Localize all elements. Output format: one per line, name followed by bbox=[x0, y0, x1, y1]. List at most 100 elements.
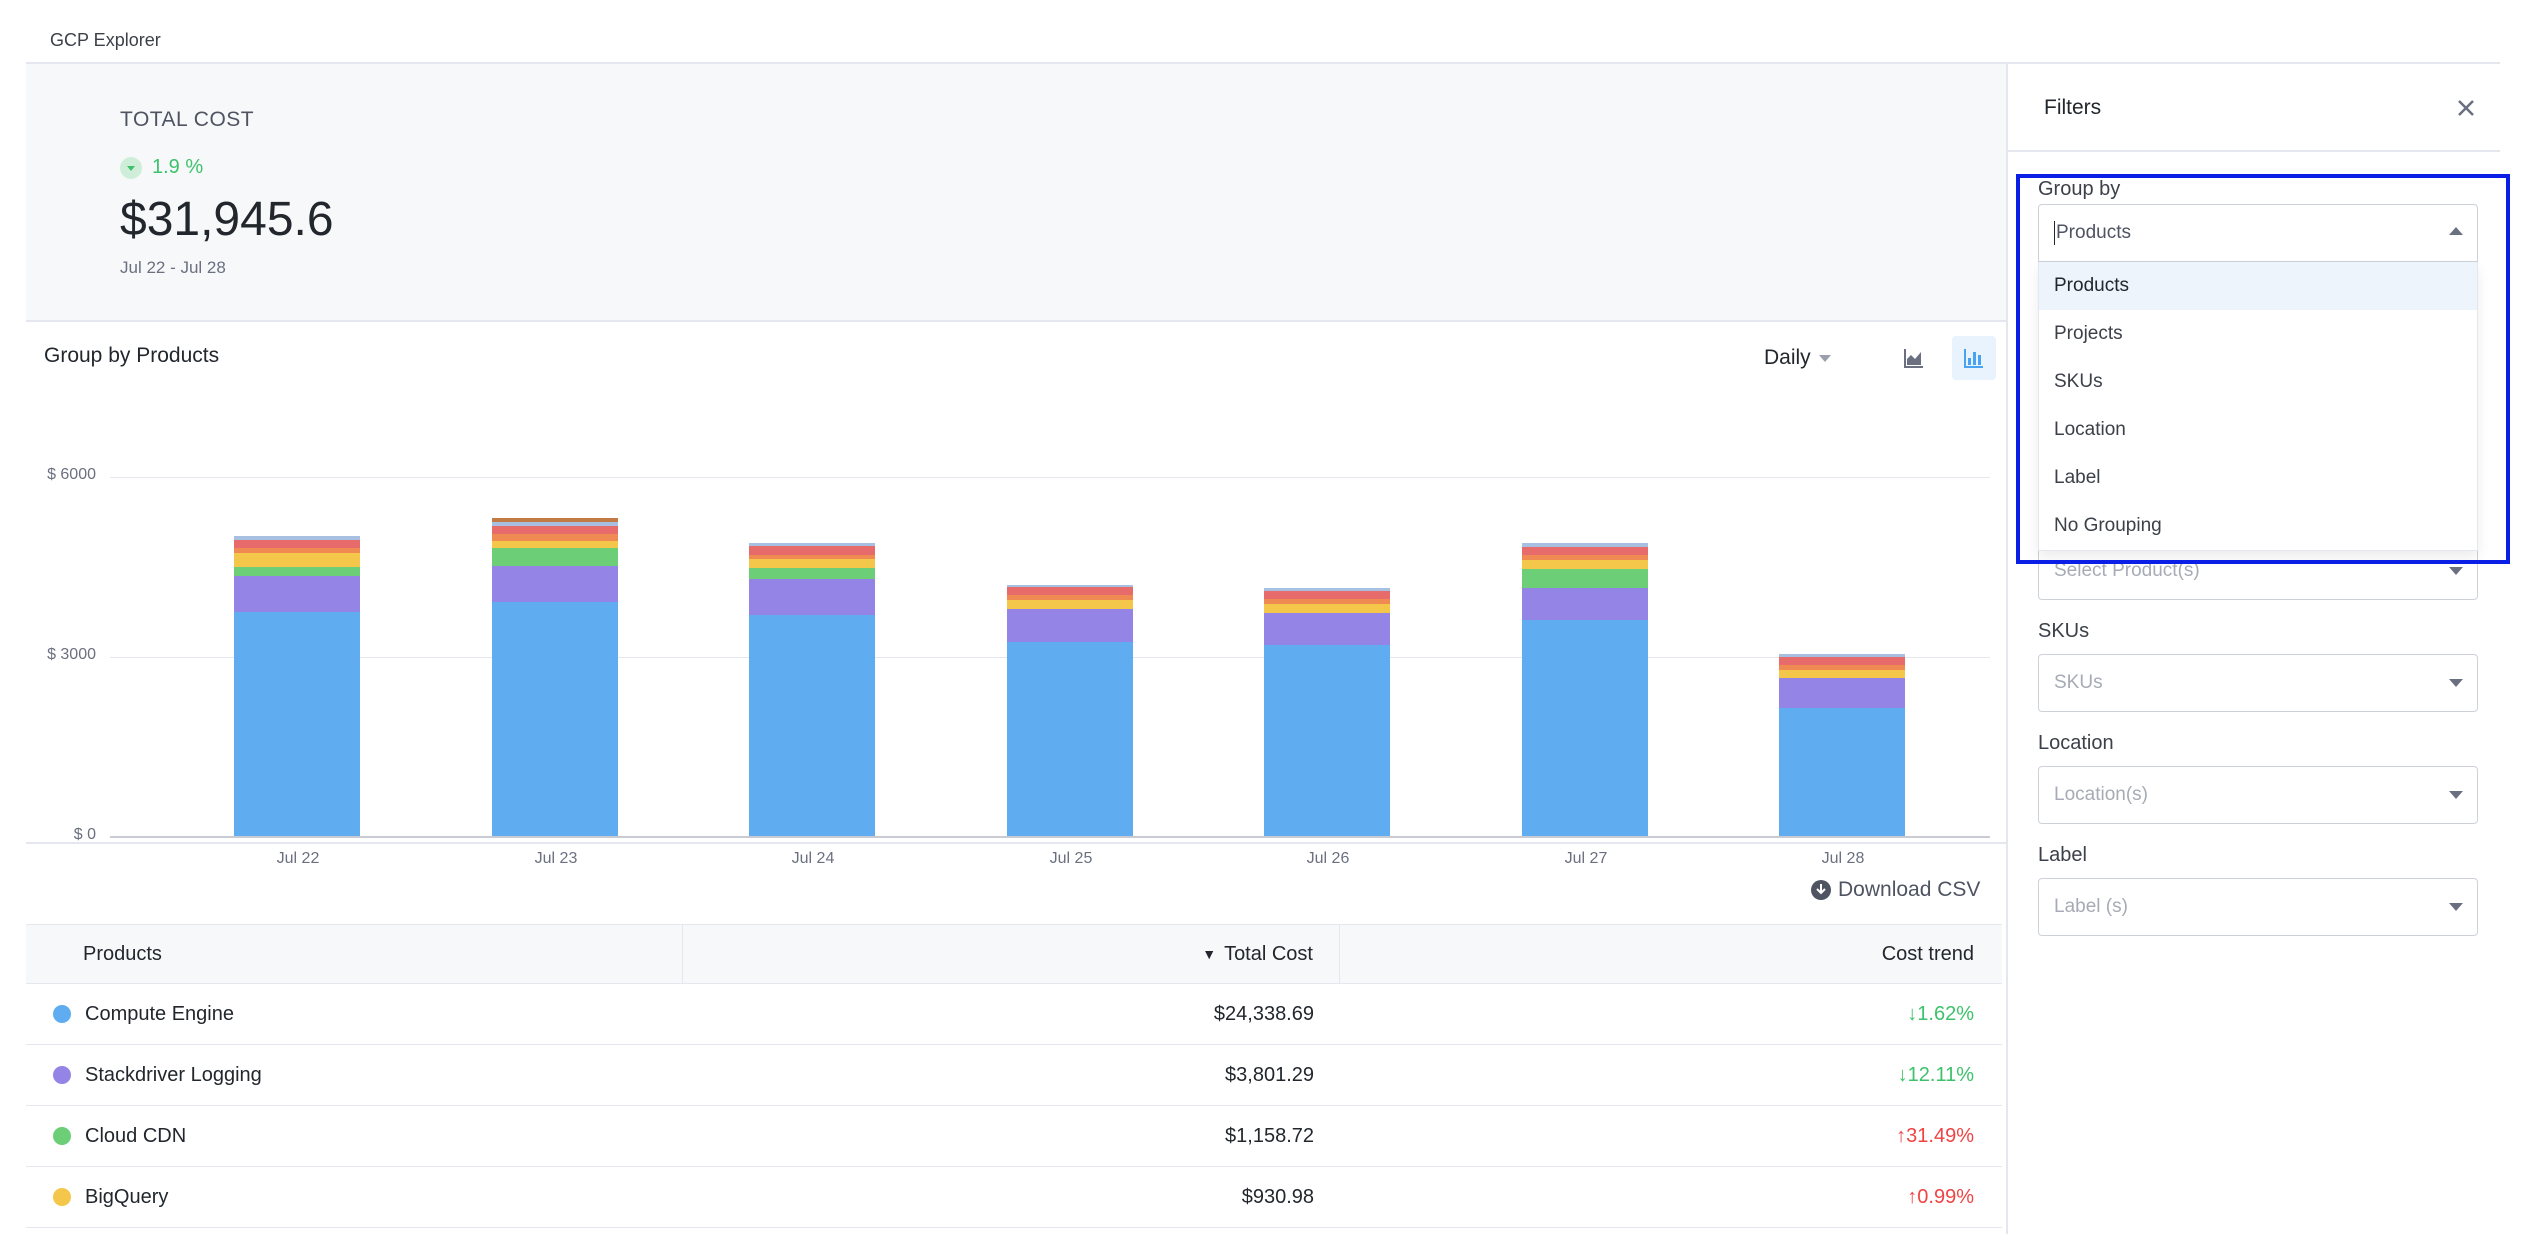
text-cursor bbox=[2054, 221, 2055, 245]
dropdown-option-no-grouping[interactable]: No Grouping bbox=[2054, 515, 2162, 536]
column-header-total-cost-label: Total Cost bbox=[1224, 942, 1313, 965]
bar-segment bbox=[1779, 708, 1905, 836]
area-chart-button[interactable] bbox=[1892, 336, 1936, 380]
close-button[interactable] bbox=[2452, 94, 2480, 122]
bar-segment bbox=[1007, 595, 1133, 601]
bar-segment bbox=[234, 576, 360, 613]
column-header-products[interactable]: Products bbox=[26, 925, 683, 983]
column-header-total-cost[interactable]: ▼ Total Cost bbox=[683, 925, 1340, 983]
x-tick-label: Jul 24 bbox=[791, 850, 835, 867]
products-placeholder: Select Product(s) bbox=[2054, 560, 2200, 581]
filters-panel: Filters Group by Products Select Product… bbox=[2006, 64, 2500, 1234]
table-row[interactable]: BigQuery $930.98 ↑0.99% bbox=[26, 1167, 2002, 1228]
bar-segment bbox=[749, 579, 875, 616]
bar-stack[interactable] bbox=[749, 542, 875, 836]
bar-stack[interactable] bbox=[234, 536, 360, 836]
bar-segment bbox=[749, 546, 875, 555]
skus-label: SKUs bbox=[2038, 620, 2090, 642]
y-tick-label: $ 6000 bbox=[47, 466, 96, 483]
table-row[interactable]: Compute Engine $24,338.69 ↓1.62% bbox=[26, 984, 2002, 1045]
product-cell: Stackdriver Logging bbox=[26, 1064, 683, 1087]
bar-segment bbox=[1007, 609, 1133, 642]
x-axis-line bbox=[110, 836, 1990, 838]
bar-segment bbox=[1264, 612, 1390, 646]
label-select[interactable]: Label (s) bbox=[2038, 878, 2478, 936]
download-csv-label: Download CSV bbox=[1838, 878, 1981, 901]
trend-value: 1.9 % bbox=[152, 156, 204, 178]
x-tick-label: Jul 23 bbox=[534, 850, 578, 867]
bar-segment bbox=[749, 554, 875, 560]
bar-stack[interactable] bbox=[1522, 543, 1648, 836]
dropdown-option-skus[interactable]: SKUs bbox=[2054, 371, 2103, 392]
cost-trend-cell: ↓1.62% bbox=[1907, 1002, 1974, 1025]
date-range: Jul 22 - Jul 28 bbox=[120, 258, 226, 277]
bar-chart-button[interactable] bbox=[1952, 336, 1996, 380]
cost-trend-cell: ↑0.99% bbox=[1907, 1185, 1974, 1208]
location-select[interactable]: Location(s) bbox=[2038, 766, 2478, 824]
location-label: Location bbox=[2038, 732, 2114, 754]
filters-title: Filters bbox=[2044, 96, 2102, 119]
close-icon bbox=[2458, 100, 2474, 116]
y-tick-label: $ 0 bbox=[73, 826, 96, 843]
period-select-value: Daily bbox=[1764, 346, 1811, 369]
chart-title: Group by Products bbox=[44, 344, 220, 367]
total-cost-cell: $930.98 bbox=[1241, 1185, 1314, 1208]
bar-segment bbox=[1779, 677, 1905, 709]
x-tick-label: Jul 26 bbox=[1306, 850, 1350, 867]
period-select[interactable]: Daily bbox=[1764, 346, 1831, 370]
x-tick-label: Jul 28 bbox=[1821, 850, 1865, 867]
table-header: Products ▼ Total Cost Cost trend bbox=[26, 924, 2002, 984]
download-csv-button[interactable]: Download CSV bbox=[1810, 878, 1980, 902]
bar-segment bbox=[1522, 543, 1648, 547]
dropdown-option-products[interactable]: Products bbox=[2039, 262, 2477, 310]
bar-segment bbox=[1779, 665, 1905, 670]
bar-segment bbox=[492, 526, 618, 534]
cost-summary: TOTAL COST 1.9 % $31,945.6 Jul 22 - Jul … bbox=[26, 64, 2006, 322]
bar-stack[interactable] bbox=[1264, 588, 1390, 836]
total-cost-cell: $3,801.29 bbox=[1225, 1063, 1314, 1086]
bar-segment bbox=[1522, 560, 1648, 569]
dropdown-option-label[interactable]: Label bbox=[2054, 467, 2101, 488]
chevron-down-icon bbox=[1818, 354, 1831, 362]
bar-segment bbox=[1264, 590, 1390, 599]
dropdown-option-location[interactable]: Location bbox=[2054, 419, 2126, 440]
bar-segment bbox=[749, 559, 875, 569]
table-row[interactable]: Cloud CDN $1,158.72 ↑31.49% bbox=[26, 1106, 2002, 1167]
skus-placeholder: SKUs bbox=[2054, 672, 2103, 693]
bar-stack[interactable] bbox=[1007, 584, 1133, 836]
bar-chart-icon bbox=[1964, 349, 1983, 368]
bar-segment bbox=[492, 533, 618, 541]
bar-segment bbox=[1522, 619, 1648, 836]
area-chart-icon bbox=[1904, 349, 1923, 368]
bar-segment bbox=[1522, 546, 1648, 556]
cost-trend-cell: ↓12.11% bbox=[1897, 1063, 1974, 1086]
bar-segment bbox=[1522, 588, 1648, 620]
total-cost-cell: $1,158.72 bbox=[1225, 1124, 1314, 1147]
bar-segment bbox=[1522, 555, 1648, 560]
skus-select[interactable]: SKUs bbox=[2038, 654, 2478, 712]
bar-stack[interactable] bbox=[1779, 654, 1905, 836]
group-by-dropdown: Products Projects SKUs Location Label No… bbox=[2038, 262, 2478, 551]
x-tick-label: Jul 22 bbox=[276, 850, 320, 867]
dropdown-option-projects[interactable]: Projects bbox=[2054, 323, 2123, 344]
y-tick-label: $ 3000 bbox=[47, 646, 96, 663]
chevron-down-icon bbox=[2449, 903, 2463, 911]
bar-segment bbox=[492, 548, 618, 566]
table-row[interactable]: Stackdriver Logging $3,801.29 ↓12.11% bbox=[26, 1045, 2002, 1106]
bar-segment bbox=[492, 521, 618, 527]
series-color-dot bbox=[53, 1005, 71, 1023]
bar-segment bbox=[234, 539, 360, 549]
chevron-up-icon bbox=[2449, 227, 2463, 235]
bar-stack[interactable] bbox=[492, 518, 618, 836]
bar-segment bbox=[1007, 587, 1133, 596]
group-by-label: Group by bbox=[2038, 178, 2121, 200]
table-body: Compute Engine $24,338.69 ↓1.62% Stackdrive… bbox=[26, 984, 2002, 1228]
group-by-select[interactable]: Products bbox=[2038, 204, 2478, 262]
bar-segment bbox=[234, 552, 360, 568]
column-header-cost-trend[interactable]: Cost trend bbox=[1881, 942, 1974, 965]
bar-segment bbox=[1779, 656, 1905, 665]
series-color-dot bbox=[53, 1066, 71, 1084]
cost-trend: 1.9 % bbox=[120, 156, 203, 179]
bar-segment bbox=[749, 568, 875, 580]
chevron-down-icon bbox=[2449, 679, 2463, 687]
